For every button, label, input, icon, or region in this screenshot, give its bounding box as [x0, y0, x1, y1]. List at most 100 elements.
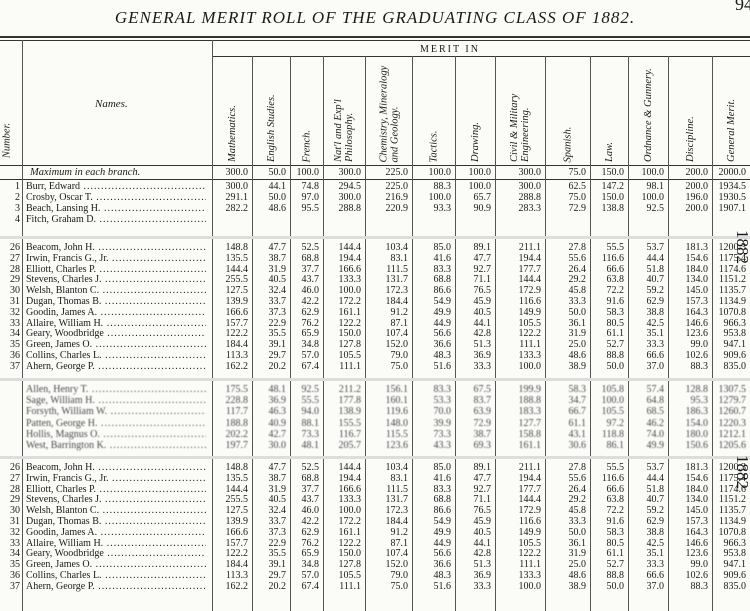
- score: 43.7: [301, 274, 320, 286]
- rule: [628, 56, 629, 611]
- score: 122.2: [518, 328, 542, 340]
- row-name: Green, James O.: [26, 339, 206, 350]
- row-name: Allaire, William H.: [26, 318, 206, 329]
- score: 181.3: [685, 242, 709, 253]
- score: 72.9: [473, 417, 492, 429]
- score: 160.1: [385, 395, 409, 407]
- score: 294.5: [338, 181, 362, 192]
- score: 118.8: [601, 428, 624, 440]
- score: 30.6: [568, 440, 587, 451]
- score: 61.1: [606, 548, 625, 560]
- score: 32.4: [268, 285, 287, 297]
- score: 73.3: [433, 428, 452, 440]
- score: 157.7: [225, 537, 249, 549]
- score: 45.8: [568, 505, 587, 517]
- row-name: Allaire, William H.: [26, 538, 206, 549]
- score: 48.6: [268, 203, 287, 214]
- score: 39.1: [268, 339, 287, 351]
- rule: [590, 56, 591, 611]
- score: 135.5: [225, 472, 249, 484]
- score: 148.8: [225, 242, 249, 253]
- row-name: Stevens, Charles J.: [26, 494, 206, 505]
- score: 184.0: [685, 483, 709, 495]
- row-number: 31: [10, 516, 20, 527]
- score: 49.9: [433, 306, 452, 318]
- score: 145.0: [685, 285, 709, 297]
- score: 36.6: [433, 339, 452, 351]
- score: 200.0: [685, 203, 709, 214]
- score: 75.0: [568, 192, 587, 203]
- score: 37.3: [268, 526, 287, 538]
- row-name: Elliott, Charles P.: [26, 264, 206, 275]
- score: 150.0: [338, 548, 362, 560]
- score: 1070.8: [718, 526, 747, 538]
- row-number: 32: [10, 306, 20, 318]
- score: 79.0: [390, 570, 409, 581]
- rule: [455, 56, 456, 611]
- score: 144.4: [518, 274, 542, 286]
- score: 162.2: [225, 360, 249, 372]
- score: 71.1: [473, 274, 492, 286]
- score: 158.8: [518, 428, 542, 440]
- score: 40.5: [268, 494, 287, 506]
- score: 1175.4: [718, 252, 746, 264]
- score: 92.7: [473, 263, 492, 275]
- score: 103.4: [385, 462, 409, 473]
- score: 86.1: [606, 440, 625, 451]
- score: 75.0: [390, 580, 409, 592]
- score: 157.3: [685, 296, 709, 307]
- score: 36.9: [268, 395, 287, 407]
- score: 166.6: [338, 483, 362, 495]
- score: 49.9: [646, 440, 665, 451]
- row-number: 1: [15, 181, 20, 192]
- score: 48.1: [301, 440, 320, 451]
- score: 37.0: [646, 360, 665, 372]
- score: 55.5: [606, 242, 625, 253]
- score: 52.7: [606, 559, 625, 571]
- score: 45.9: [473, 516, 492, 527]
- rule: [212, 40, 213, 611]
- rule: [545, 56, 546, 611]
- score: 66.6: [606, 483, 625, 495]
- score: 25.0: [568, 559, 587, 571]
- score: 76.5: [473, 505, 492, 517]
- row-name: Dugan, Thomas B.: [26, 296, 206, 307]
- score: 48.6: [568, 350, 587, 361]
- score: 26.4: [568, 263, 587, 275]
- rule: [212, 56, 750, 57]
- row-name: Irwin, Francis G., Jr.: [26, 253, 206, 264]
- score: 38.7: [268, 472, 287, 484]
- score: 100.0: [518, 580, 542, 592]
- score: 76.2: [301, 317, 320, 329]
- score: 300.0: [225, 181, 249, 192]
- row-number: 30: [10, 285, 20, 297]
- score: 105.5: [338, 570, 362, 581]
- score: 154.6: [685, 472, 709, 484]
- score: 1151.2: [718, 274, 746, 286]
- score: 55.5: [606, 462, 625, 473]
- score: 87.1: [390, 537, 409, 549]
- score: 255.5: [225, 494, 249, 506]
- row-number: 31: [10, 296, 20, 307]
- row-number: 34: [10, 328, 20, 340]
- score: 88.8: [606, 350, 625, 361]
- row-number: 2: [15, 192, 20, 203]
- score: 67.5: [473, 384, 492, 395]
- score: 181.3: [685, 462, 709, 473]
- score: 127.8: [338, 339, 362, 351]
- row-number: 37: [10, 580, 20, 592]
- score: 85.0: [433, 242, 452, 253]
- score: 65.7: [473, 192, 492, 203]
- score: 68.5: [646, 406, 665, 418]
- score: 102.6: [685, 350, 709, 361]
- score: 83.3: [433, 384, 452, 395]
- score: 41.6: [433, 472, 452, 484]
- row-name: Beacom, John H.: [26, 242, 206, 253]
- score: 97.0: [301, 192, 320, 203]
- score: 61.1: [606, 328, 625, 340]
- score: 183.3: [518, 406, 542, 418]
- rule: [412, 56, 413, 611]
- score: 22.9: [268, 537, 287, 549]
- score: 43.7: [301, 494, 320, 506]
